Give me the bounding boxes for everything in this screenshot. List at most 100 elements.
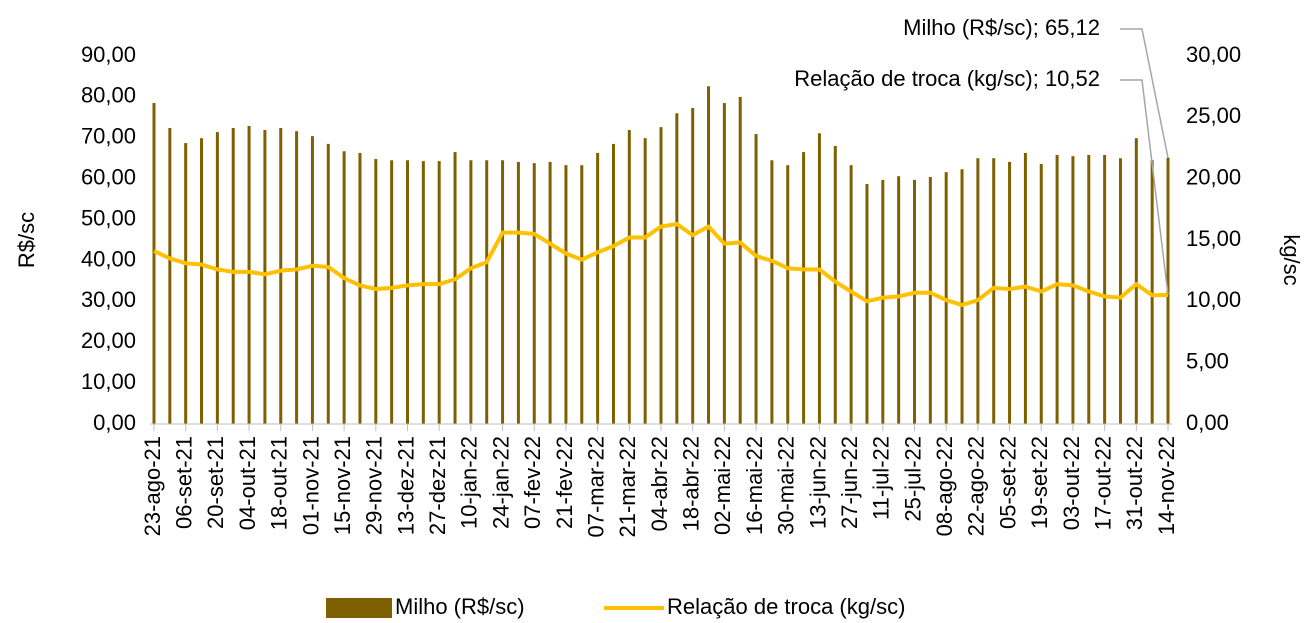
bar bbox=[152, 103, 156, 425]
bar bbox=[532, 163, 536, 424]
bar bbox=[707, 86, 711, 424]
x-tick-label: 01-nov-21 bbox=[298, 436, 323, 535]
x-tick-label: 05-set-22 bbox=[995, 436, 1020, 529]
y2-tick-label: 20,00 bbox=[1186, 164, 1241, 189]
bar bbox=[406, 160, 409, 424]
x-tick-label: 29-nov-21 bbox=[362, 436, 387, 535]
x-tick-label: 20-set-21 bbox=[203, 436, 228, 529]
bar bbox=[1103, 154, 1107, 424]
bar bbox=[374, 159, 378, 425]
bar bbox=[421, 161, 425, 424]
bar bbox=[279, 127, 283, 424]
x-tick-label: 02-mai-22 bbox=[710, 436, 735, 535]
y2-tick-label: 25,00 bbox=[1186, 103, 1241, 128]
bar bbox=[310, 136, 314, 425]
leader-line bbox=[1120, 28, 1169, 158]
annotation: Milho (R$/sc); 65,12 bbox=[903, 15, 1100, 40]
bar bbox=[358, 152, 362, 424]
bar bbox=[802, 152, 806, 425]
x-tick-label: 18-abr-22 bbox=[679, 436, 704, 531]
bar bbox=[390, 160, 394, 424]
bar bbox=[865, 183, 869, 424]
bar bbox=[342, 151, 346, 424]
bar bbox=[469, 160, 473, 424]
bar bbox=[659, 127, 663, 424]
x-tick-label: 13-jun-22 bbox=[805, 436, 830, 529]
bar bbox=[247, 125, 251, 425]
y2-tick-label: 15,00 bbox=[1186, 226, 1241, 251]
x-tick-label: 10-jan-22 bbox=[457, 436, 482, 529]
y2-tick-label: 30,00 bbox=[1186, 42, 1241, 67]
bar bbox=[485, 160, 489, 424]
bar bbox=[1134, 138, 1138, 425]
x-tick-label: 23-ago-21 bbox=[140, 436, 165, 536]
x-tick-label: 15-nov-21 bbox=[330, 436, 355, 535]
bar bbox=[786, 165, 790, 424]
bar bbox=[501, 160, 505, 424]
bar bbox=[643, 138, 647, 425]
bar bbox=[263, 130, 267, 424]
bar bbox=[1150, 160, 1154, 424]
bar bbox=[295, 131, 299, 425]
bar bbox=[516, 161, 520, 424]
x-tick-label: 07-mar-22 bbox=[583, 436, 608, 537]
bar bbox=[754, 134, 758, 424]
x-tick-label: 30-mai-22 bbox=[774, 436, 799, 535]
x-tick-label: 06-set-21 bbox=[172, 436, 197, 529]
bar bbox=[200, 138, 204, 425]
bar bbox=[881, 179, 885, 424]
bar bbox=[960, 169, 964, 424]
x-tick-label: 04-out-21 bbox=[235, 436, 260, 530]
y-tick-label: 30,00 bbox=[81, 287, 136, 312]
x-tick-label: 31-out-22 bbox=[1122, 436, 1147, 530]
x-tick-label: 21-fev-22 bbox=[552, 436, 577, 529]
x-tick-label: 19-set-22 bbox=[1027, 436, 1052, 529]
bar bbox=[231, 127, 235, 424]
bar bbox=[738, 96, 742, 424]
x-tick-label: 27-jun-22 bbox=[837, 436, 862, 529]
bar bbox=[437, 161, 441, 424]
x-tick-label: 22-ago-22 bbox=[964, 436, 989, 536]
bar bbox=[691, 107, 695, 424]
bar bbox=[897, 176, 901, 424]
bar bbox=[928, 177, 932, 424]
y-tick-label: 50,00 bbox=[81, 205, 136, 230]
x-tick-label: 25-jul-22 bbox=[900, 436, 925, 522]
y-tick-label: 40,00 bbox=[81, 246, 136, 271]
x-tick-label: 07-fev-22 bbox=[520, 436, 545, 529]
x-tick-label: 11-jul-22 bbox=[869, 436, 894, 520]
y-tick-label: 20,00 bbox=[81, 328, 136, 353]
y-axis-title: R$/sc bbox=[14, 212, 39, 268]
bar bbox=[770, 160, 774, 424]
bar bbox=[1055, 154, 1059, 424]
bar bbox=[675, 113, 679, 424]
y-tick-label: 0,00 bbox=[93, 410, 136, 435]
bar bbox=[611, 143, 615, 424]
legend-label: Relação de troca (kg/sc) bbox=[667, 594, 905, 619]
line bbox=[153, 222, 1169, 308]
bar bbox=[596, 152, 600, 424]
bar bbox=[184, 143, 188, 425]
bar bbox=[1008, 161, 1012, 424]
y-tick-label: 70,00 bbox=[81, 124, 136, 149]
x-tick-label: 14-nov-22 bbox=[1154, 436, 1179, 535]
bar bbox=[817, 133, 821, 424]
x-tick-label: 27-dez-21 bbox=[425, 436, 450, 535]
bar bbox=[976, 158, 980, 424]
y2-axis-title: kg/sc bbox=[1279, 234, 1304, 285]
y2-tick-label: 10,00 bbox=[1186, 287, 1241, 312]
bar bbox=[326, 143, 330, 424]
legend-label: Milho (R$/sc) bbox=[395, 594, 525, 619]
x-tick-label: 21-mar-22 bbox=[615, 436, 640, 537]
x-tick-label: 17-out-22 bbox=[1090, 436, 1115, 530]
bar bbox=[1118, 158, 1122, 424]
legend-swatch bbox=[326, 598, 392, 618]
x-tick-label: 18-out-21 bbox=[267, 436, 292, 530]
x-tick-label: 24-jan-22 bbox=[488, 436, 513, 529]
x-tick-label: 13-dez-21 bbox=[393, 436, 418, 535]
annotation: Relação de troca (kg/sc); 10,52 bbox=[794, 66, 1100, 91]
y2-tick-label: 0,00 bbox=[1186, 410, 1229, 435]
bar bbox=[1071, 156, 1075, 424]
bar bbox=[722, 103, 726, 425]
